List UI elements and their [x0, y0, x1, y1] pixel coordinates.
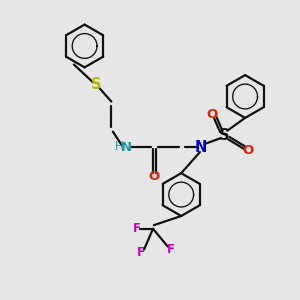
Text: F: F — [137, 246, 145, 259]
Text: S: S — [91, 77, 102, 92]
Text: S: S — [219, 128, 230, 142]
Text: H: H — [114, 140, 123, 153]
Text: N: N — [121, 140, 132, 154]
Text: F: F — [167, 243, 175, 256]
Text: N: N — [194, 140, 207, 154]
Text: F: F — [133, 222, 141, 235]
Text: O: O — [207, 108, 218, 121]
Text: O: O — [242, 143, 254, 157]
Text: O: O — [149, 170, 160, 183]
